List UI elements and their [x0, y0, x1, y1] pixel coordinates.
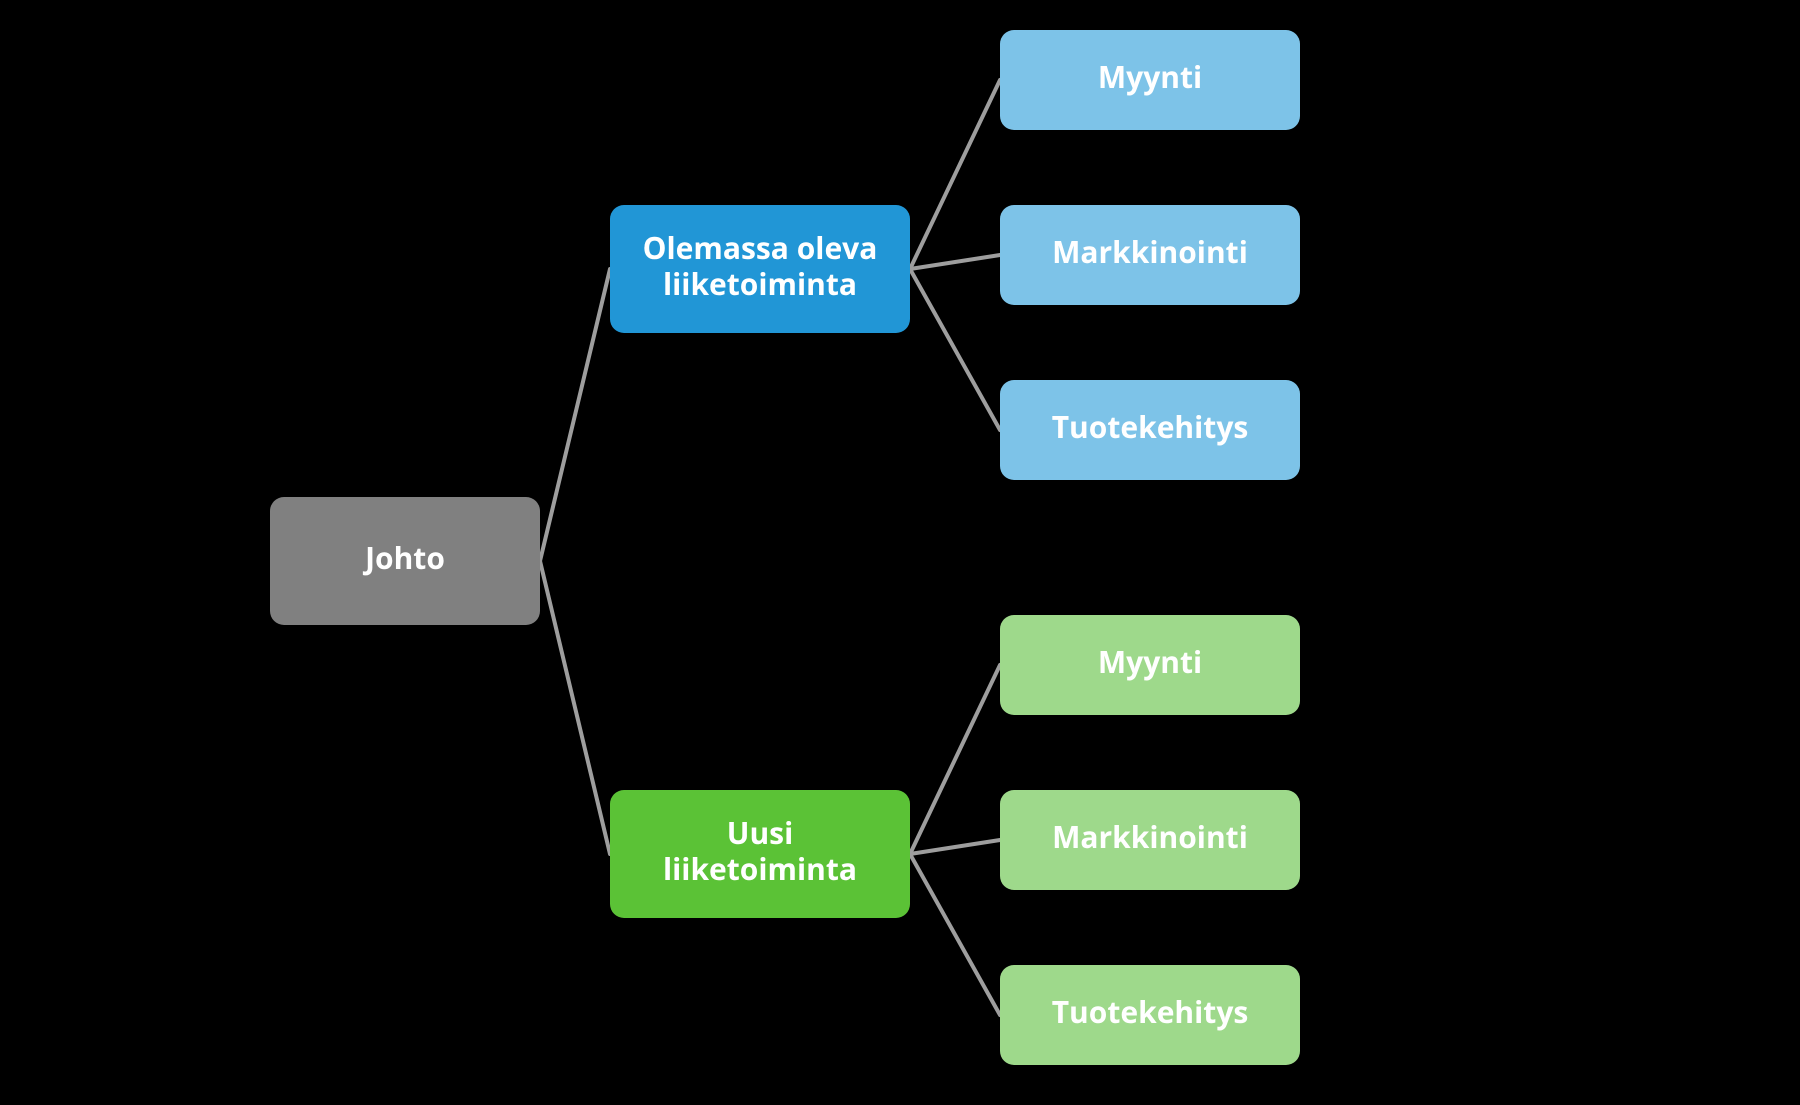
org-tree-diagram: Johto Olemassa olevaliiketoiminta Uusiliik… [0, 0, 1800, 1105]
edge-root-new [540, 561, 610, 854]
node-n2: Markkinointi [1000, 790, 1300, 890]
edge-new-n3 [910, 854, 1000, 1015]
node-label-exist: Olemassa olevaliiketoiminta [643, 227, 878, 304]
node-label-n2: Markkinointi [1052, 816, 1248, 857]
edge-root-exist [540, 269, 610, 561]
node-e1: Myynti [1000, 30, 1300, 130]
node-label-e1: Myynti [1098, 56, 1202, 97]
node-label-e2: Markkinointi [1052, 231, 1248, 272]
node-n3: Tuotekehitys [1000, 965, 1300, 1065]
edge-exist-e3 [910, 269, 1000, 430]
node-label-e3: Tuotekehitys [1052, 406, 1249, 447]
node-e2: Markkinointi [1000, 205, 1300, 305]
node-label-root: Johto [362, 537, 445, 578]
edge-new-n1 [910, 665, 1000, 854]
node-new: Uusiliiketoiminta [610, 790, 910, 918]
edge-new-n2 [910, 840, 1000, 854]
edge-exist-e2 [910, 255, 1000, 269]
node-root: Johto [270, 497, 540, 625]
node-n1: Myynti [1000, 615, 1300, 715]
edge-exist-e1 [910, 80, 1000, 269]
node-label-n1: Myynti [1098, 641, 1202, 682]
node-label-n3: Tuotekehitys [1052, 991, 1249, 1032]
node-exist: Olemassa olevaliiketoiminta [610, 205, 910, 333]
nodes-layer: Johto Olemassa olevaliiketoiminta Uusiliik… [270, 30, 1300, 1065]
node-e3: Tuotekehitys [1000, 380, 1300, 480]
